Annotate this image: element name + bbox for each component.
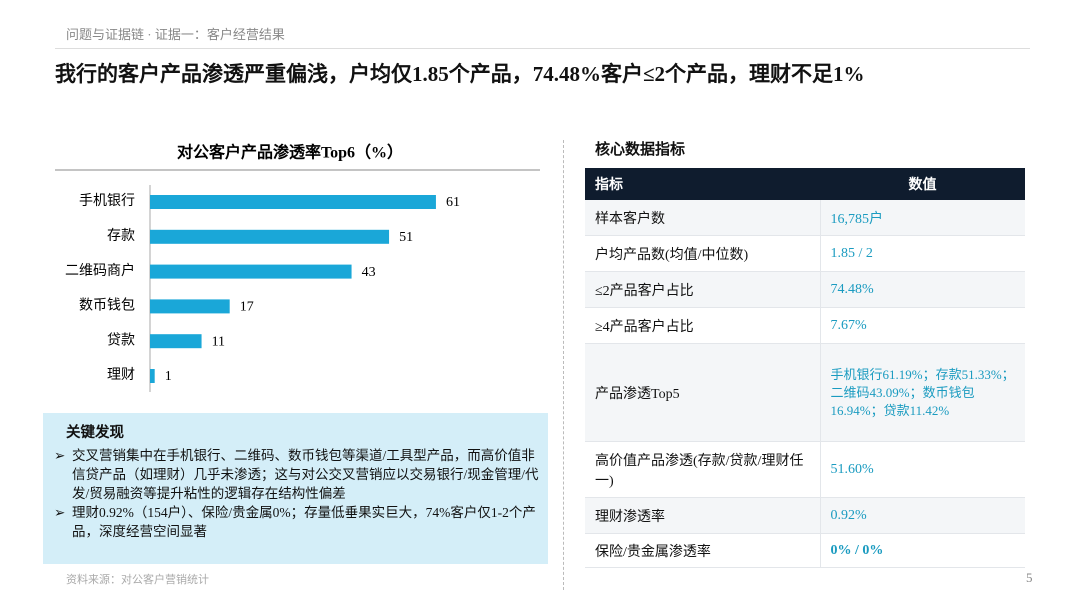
bar — [150, 369, 155, 383]
category-label: 存款 — [107, 228, 135, 244]
table-row: ≥4产品客户占比 7.67% — [585, 307, 1025, 344]
column-header: 指标 — [585, 168, 820, 200]
metric-name: 样本客户数 — [585, 200, 820, 236]
metrics-table: 指标 数值 样本客户数 16,785户 户均产品数(均值/中位数) 1.85 / 2 ≤2产… — [585, 168, 1025, 568]
bar — [150, 299, 230, 314]
metric-name: 产品渗透Top5 — [585, 343, 820, 442]
value-label: 43 — [362, 265, 376, 280]
metric-value: 1.85 / 2 — [819, 235, 1025, 272]
category-label: 数币钱包 — [79, 298, 135, 314]
metric-value: 16,785户 — [819, 200, 1025, 236]
table-row: 样本客户数 16,785户 — [585, 200, 1025, 236]
table-row: 保险/贵金属渗透率 0% / 0% — [585, 533, 1025, 568]
metric-name: 理财渗透率 — [585, 497, 820, 534]
slide-title: 我行的客户产品渗透严重偏浅，户均仅1.85个产品，74.48%客户≤2个产品，理… — [55, 62, 865, 86]
source: 资料来源：对公客户营销统计 — [66, 574, 209, 586]
metric-name: ≤2产品客户占比 — [585, 271, 820, 308]
category-label: 理财 — [107, 367, 135, 383]
bar — [150, 229, 390, 244]
findings-title: 关键发现 — [66, 425, 124, 441]
header-rule — [55, 48, 1030, 49]
category-label: 二维码商户 — [65, 262, 135, 279]
findings-list: 交叉营销集中在手机银行、二维码、数币钱包等渠道/工具型产品，而高价值非信贷产品（… — [50, 446, 541, 541]
metric-value: 74.48% — [819, 271, 1025, 308]
value-label: 51 — [399, 230, 413, 245]
bar — [150, 334, 202, 349]
metric-name: 户均产品数(均值/中位数) — [585, 235, 820, 272]
category-label: 贷款 — [107, 332, 135, 348]
header-row: 指标 数值 — [585, 168, 1025, 200]
bar — [150, 195, 436, 209]
breadcrumb: 问题与证据链 · 证据一：客户经营结果 — [66, 27, 285, 42]
column-header: 数值 — [820, 168, 1025, 200]
value-label: 61 — [446, 195, 460, 210]
table-title: 核心数据指标 — [595, 142, 686, 158]
metric-name: 高价值产品渗透(存款/贷款/理财任一) — [585, 441, 820, 498]
metric-value: 0.92% — [819, 497, 1025, 534]
table-row: 户均产品数(均值/中位数) 1.85 / 2 — [585, 235, 1025, 272]
table-row: 理财渗透率 0.92% — [585, 497, 1025, 534]
metric-name: 保险/贵金属渗透率 — [585, 533, 820, 568]
chart-title: 对公客户产品渗透率Top6（%） — [177, 143, 403, 162]
page-number: 5 — [1026, 570, 1033, 585]
table-row: 产品渗透Top5 手机银行61.19%；存款51.33%；二维码43.09%；数币… — [585, 343, 1025, 442]
table-row: ≤2产品客户占比 74.48% — [585, 271, 1025, 308]
metric-name: ≥4产品客户占比 — [585, 307, 820, 344]
chart: 对公客户产品渗透率Top6（%） 手机银行 61 存款 51 二维码商户 43 数币钱包 17… — [55, 143, 540, 392]
value-label: 17 — [240, 300, 254, 315]
divider — [563, 140, 564, 590]
table-row: 高价值产品渗透(存款/贷款/理财任一) 51.60% — [585, 441, 1025, 498]
metric-value: 0% / 0% — [819, 533, 1025, 568]
value-label: 1 — [165, 369, 172, 384]
metric-value: 7.67% — [819, 307, 1025, 344]
category-label: 手机银行 — [79, 193, 135, 209]
metric-value: 51.60% — [819, 441, 1025, 498]
finding-item: 交叉营销集中在手机银行、二维码、数币钱包等渠道/工具型产品，而高价值非信贷产品（… — [54, 446, 541, 503]
finding-item: 理财0.92%（154户）、保险/贵金属0%；存量低垂果实巨大，74%客户仅1-… — [54, 503, 541, 541]
findings-box: 关键发现 交叉营销集中在手机银行、二维码、数币钱包等渠道/工具型产品，而高价值非… — [43, 413, 548, 564]
value-label: 11 — [212, 334, 225, 349]
bar — [150, 264, 352, 279]
metric-value: 手机银行61.19%；存款51.33%；二维码43.09%；数币钱包16.94%… — [819, 343, 1025, 442]
